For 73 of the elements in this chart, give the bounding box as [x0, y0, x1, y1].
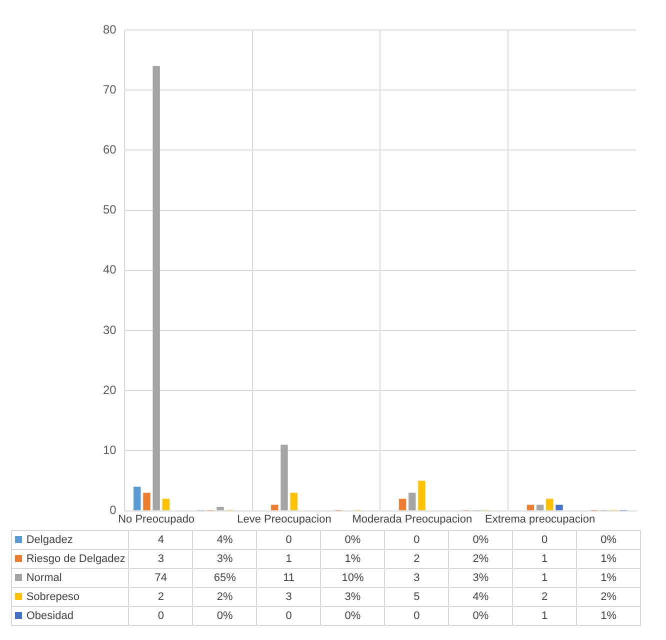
data-label: 1	[512, 550, 577, 568]
legend-label: Delgadez	[12, 530, 129, 550]
y-tick-label: 10	[102, 443, 117, 458]
bar	[162, 498, 170, 510]
legend-label: Obesidad	[12, 606, 129, 626]
data-label: 0	[384, 530, 449, 550]
data-label: 0	[512, 530, 577, 550]
bar	[134, 486, 141, 510]
bar	[216, 506, 224, 510]
data-label: 1%	[576, 606, 641, 626]
y-tick-label: 80	[102, 22, 117, 36]
data-label: 3	[384, 568, 449, 588]
data-label: 1%	[320, 550, 385, 568]
x-tick-label: Moderada Preocupacion	[352, 513, 472, 526]
legend-label: Riesgo de Delgadez	[12, 550, 129, 568]
data-label: 2%	[448, 550, 513, 568]
data-label: 0%	[448, 530, 513, 550]
data-label: 2	[128, 588, 193, 606]
y-tick-label: 30	[102, 322, 117, 337]
data-label: 1	[512, 606, 577, 626]
data-label: 4	[128, 530, 193, 550]
x-tick-label: Leve Preocupacion	[237, 513, 332, 526]
bar	[398, 498, 406, 510]
bar	[546, 498, 554, 510]
data-label: 4%	[192, 530, 257, 550]
y-tick-label: 70	[102, 82, 117, 96]
bar	[408, 492, 416, 510]
data-label: 1%	[576, 550, 641, 568]
bar	[290, 492, 298, 510]
data-label: 3%	[192, 550, 257, 568]
bar	[556, 504, 563, 510]
data-label: 74	[128, 568, 193, 588]
x-tick-label: Extrema preocupacion	[485, 513, 596, 526]
data-label: 2	[512, 588, 577, 606]
data-label: 1%	[576, 568, 641, 588]
data-label: 0%	[576, 530, 641, 550]
data-label: 3	[256, 588, 321, 606]
y-tick-label: 20	[102, 382, 117, 397]
y-tick-label: 40	[102, 262, 117, 277]
data-label: 10%	[320, 568, 385, 588]
data-label: 2%	[192, 588, 257, 606]
data-label: 0	[384, 606, 449, 626]
data-label: 0%	[192, 606, 257, 626]
data-label: 0%	[320, 606, 385, 626]
data-label: 11	[256, 568, 321, 588]
legend-label: Sobrepeso	[12, 588, 129, 606]
bar	[152, 66, 160, 510]
y-tick-label: 50	[102, 202, 117, 217]
data-label: 3%	[320, 588, 385, 606]
data-label: 0	[256, 606, 321, 626]
data-label: 65%	[192, 568, 257, 588]
data-label: 5	[384, 588, 449, 606]
data-label: 0	[128, 606, 193, 626]
bar	[418, 480, 426, 510]
data-label: 0	[256, 530, 321, 550]
bar	[536, 504, 544, 510]
y-tick-label: 60	[102, 142, 117, 157]
data-label: 3	[128, 550, 193, 568]
y-tick-label: 0	[110, 503, 117, 518]
bar	[526, 504, 534, 510]
data-label: 4%	[448, 588, 513, 606]
data-label: 0%	[448, 606, 513, 626]
data-label: 2	[384, 550, 449, 568]
data-label: 3%	[448, 568, 513, 588]
data-label: 1	[512, 568, 577, 588]
data-label: 2%	[576, 588, 641, 606]
bar	[143, 492, 150, 510]
bar	[280, 444, 288, 510]
data-label: 1	[256, 550, 321, 568]
legend-label: Normal	[12, 568, 129, 588]
data-label: 0%	[320, 530, 385, 550]
bar	[271, 504, 278, 510]
x-tick-label: No Preocupado	[118, 513, 195, 526]
